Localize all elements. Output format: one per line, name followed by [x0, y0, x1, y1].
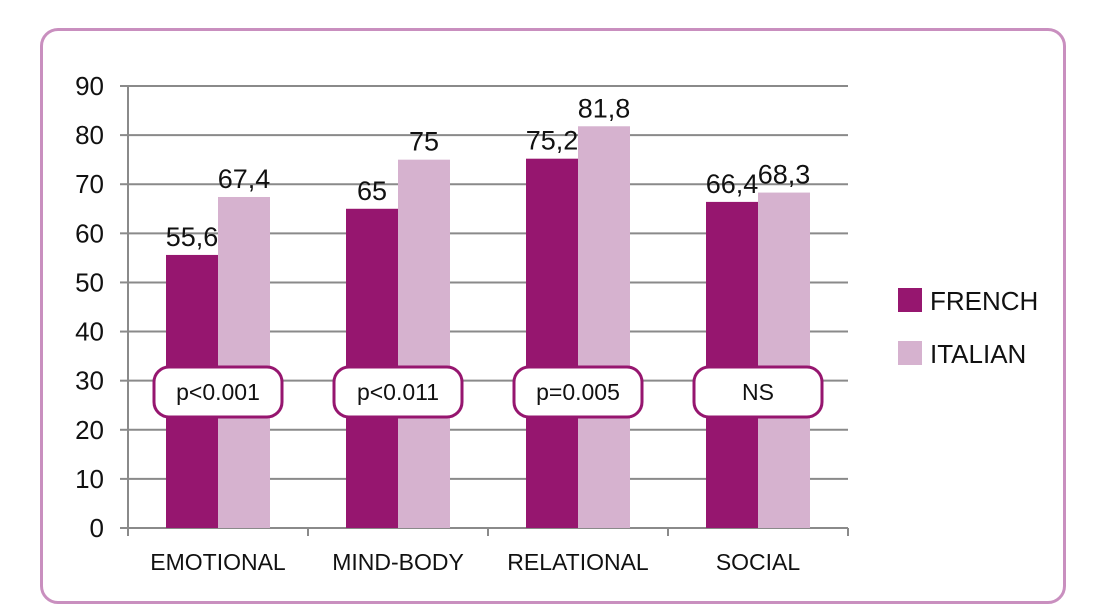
x-category-label: SOCIAL — [716, 549, 801, 575]
y-tick-label: 20 — [75, 415, 104, 445]
data-label: 66,4 — [706, 169, 759, 199]
significance-annotations: p<0.001 p<0.011 p=0.005 NS — [152, 365, 824, 419]
p-value-box — [152, 365, 284, 419]
legend: FRENCH ITALIAN — [898, 286, 1038, 369]
p-value-box — [332, 365, 464, 419]
p-value-label: NS — [742, 379, 774, 405]
legend-swatch-italian — [898, 341, 922, 365]
p-value-label: p<0.011 — [357, 379, 439, 405]
y-tick-label: 10 — [75, 464, 104, 494]
x-category-label: MIND-BODY — [332, 549, 464, 575]
data-label: 75 — [409, 127, 439, 157]
chart-frame — [40, 28, 1066, 604]
y-axis: 0 10 20 30 40 50 60 70 80 90 — [75, 71, 129, 543]
data-label: 68,3 — [758, 160, 811, 190]
y-tick-label: 60 — [75, 218, 104, 248]
data-label: 75,2 — [526, 126, 579, 156]
y-tick-label: 90 — [75, 71, 104, 101]
legend-swatch-french — [898, 288, 922, 312]
data-label: 55,6 — [166, 222, 219, 252]
legend-label: ITALIAN — [930, 339, 1026, 369]
p-value-label: p=0.005 — [536, 379, 620, 405]
y-tick-label: 40 — [75, 317, 104, 347]
x-axis: EMOTIONAL MIND-BODY RELATIONAL SOCIAL — [127, 527, 849, 575]
x-category-label: RELATIONAL — [507, 549, 649, 575]
p-value-box — [512, 365, 644, 419]
y-tick-label: 50 — [75, 267, 104, 297]
data-label: 81,8 — [578, 93, 631, 123]
bar-italian-social — [758, 192, 810, 528]
p-value-label: p<0.001 — [176, 379, 260, 405]
y-tick-label: 0 — [90, 513, 104, 543]
bar-italian-mind-body — [398, 159, 450, 528]
p-value-box — [692, 365, 824, 419]
bar-italian-emotional — [218, 196, 270, 529]
data-labels: 55,6 67,4 65 75 75,281,8 66,4 68,3 — [166, 93, 811, 252]
data-label: 65 — [357, 176, 387, 206]
bar-french-social — [706, 201, 758, 528]
bar-italian-relational — [578, 126, 630, 528]
y-tick-label: 30 — [75, 366, 104, 396]
legend-label: FRENCH — [930, 286, 1038, 316]
y-tick-label: 70 — [75, 169, 104, 199]
bar-french-relational — [526, 158, 578, 528]
x-category-label: EMOTIONAL — [150, 549, 286, 575]
data-label: 67,4 — [218, 164, 271, 194]
y-tick-label: 80 — [75, 120, 104, 150]
